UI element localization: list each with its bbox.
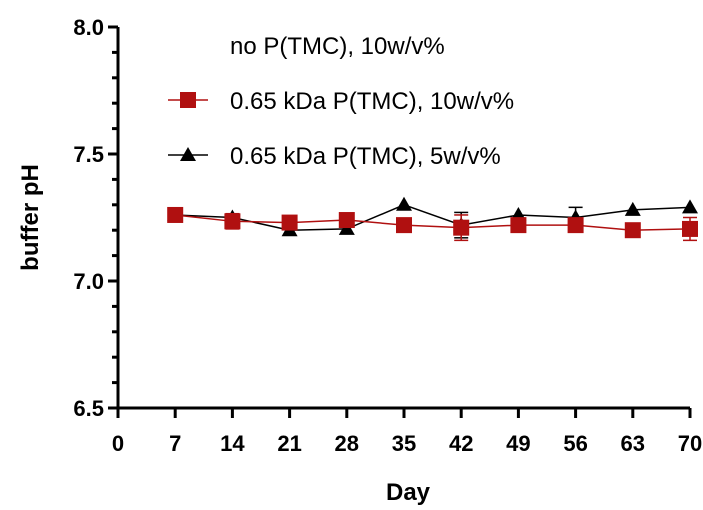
y-tick-label: 7.0 bbox=[73, 269, 104, 294]
legend-marker bbox=[180, 147, 196, 161]
x-tick-label: 28 bbox=[335, 431, 359, 456]
y-tick-label: 8.0 bbox=[73, 15, 104, 40]
x-tick-label: 49 bbox=[506, 431, 530, 456]
x-tick-label: 42 bbox=[449, 431, 473, 456]
data-point bbox=[624, 222, 641, 239]
data-point bbox=[396, 196, 412, 211]
y-tick-label: 6.5 bbox=[73, 396, 104, 421]
data-point bbox=[396, 217, 412, 234]
series-layer bbox=[167, 196, 698, 242]
data-point bbox=[167, 206, 184, 223]
x-tick-label: 14 bbox=[220, 431, 245, 456]
data-point bbox=[624, 201, 641, 216]
x-tick-label: 35 bbox=[392, 431, 416, 456]
legend-marker bbox=[180, 92, 196, 108]
y-axis-title: buffer pH bbox=[17, 164, 44, 271]
data-point bbox=[338, 212, 355, 229]
data-point bbox=[682, 220, 698, 237]
data-point bbox=[682, 199, 698, 214]
series-2 bbox=[167, 196, 698, 239]
x-tick-label: 21 bbox=[277, 431, 301, 456]
data-point bbox=[281, 214, 298, 231]
x-tick-label: 63 bbox=[621, 431, 645, 456]
x-tick-label: 7 bbox=[169, 431, 181, 456]
legend-label: 0.65 kDa P(TMC), 10w/v% bbox=[230, 88, 514, 115]
series-1 bbox=[167, 206, 698, 242]
data-point bbox=[453, 219, 470, 236]
y-tick-label: 7.5 bbox=[73, 142, 104, 167]
data-point bbox=[510, 217, 527, 234]
legend: no P(TMC), 10w/v% 0.65 kDa P(TMC), 10w/v%… bbox=[168, 33, 514, 170]
axes: 6.5 7.0 7.5 8.0 0 7 14 21 28 35 42 49 56 63 70 bbox=[73, 15, 702, 456]
x-tick-label: 70 bbox=[678, 431, 702, 456]
data-point bbox=[224, 213, 241, 230]
x-tick-label: 56 bbox=[563, 431, 587, 456]
series-line bbox=[175, 214, 691, 231]
legend-label: no P(TMC), 10w/v% bbox=[230, 33, 445, 60]
series-line bbox=[175, 203, 691, 231]
legend-label: 0.65 kDa P(TMC), 5w/v% bbox=[230, 143, 501, 170]
x-tick-label: 0 bbox=[112, 431, 124, 456]
x-axis-title: Day bbox=[386, 479, 431, 506]
data-point bbox=[567, 217, 584, 234]
